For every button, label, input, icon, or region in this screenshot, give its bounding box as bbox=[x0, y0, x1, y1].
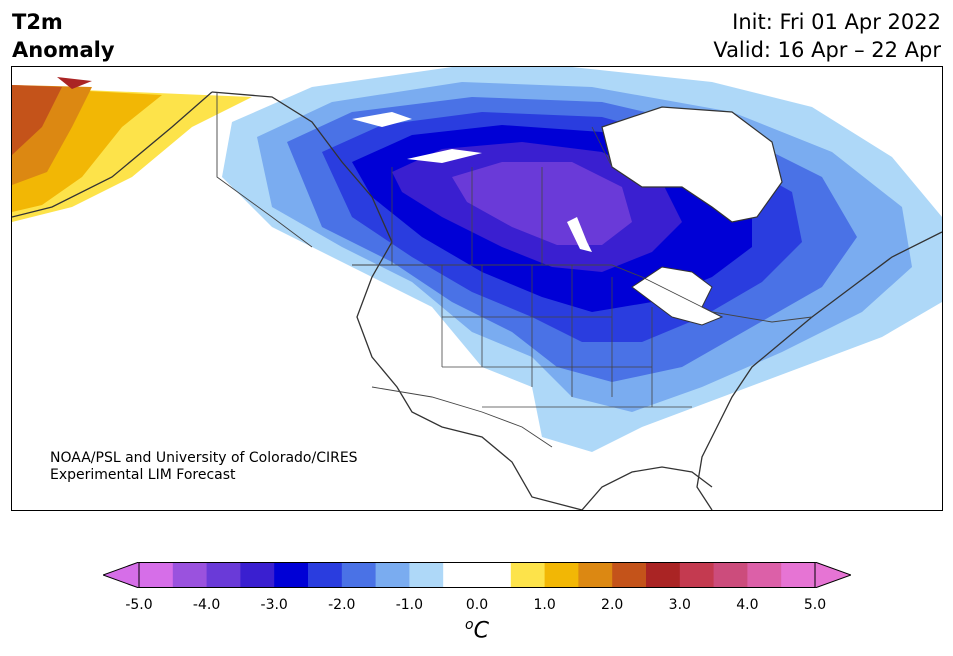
colorbar-bin bbox=[341, 562, 377, 588]
coastline-east bbox=[696, 231, 942, 510]
colorbar-bin bbox=[409, 562, 444, 588]
colorbar-tick-label: -5.0 bbox=[125, 597, 153, 613]
colorbar-tick-label: -3.0 bbox=[260, 597, 288, 613]
colorbar-bin bbox=[308, 562, 343, 588]
coastline-alaska bbox=[12, 91, 213, 218]
colorbar-tick-label: 0.0 bbox=[465, 597, 489, 613]
colorbar-tick-label: -4.0 bbox=[192, 597, 221, 613]
warm-anomaly-contour-4 bbox=[12, 85, 62, 155]
colorbar-bin bbox=[274, 562, 309, 588]
colorbar-bin bbox=[679, 562, 715, 588]
forecast-dates: Init: Fri 01 Apr 2022 Valid: 16 Apr – 22… bbox=[713, 8, 941, 64]
great-bear-lake bbox=[352, 112, 412, 127]
colorbar-bin bbox=[713, 562, 748, 588]
valid-range: Valid: 16 Apr – 22 Apr bbox=[713, 38, 941, 62]
hudson-bay bbox=[601, 106, 783, 223]
credit-line-1: NOAA/PSL and University of Colorado/CIRE… bbox=[50, 450, 358, 466]
province-borders bbox=[391, 126, 613, 265]
colorbar-bin bbox=[612, 562, 647, 588]
colorbar-tick-label: 5.0 bbox=[803, 597, 827, 613]
unit-superscript: o bbox=[465, 617, 474, 633]
great-slave-lake bbox=[407, 149, 482, 163]
colorbar-tick-label: -1.0 bbox=[395, 597, 424, 613]
colorbar-bin bbox=[578, 562, 613, 588]
colorbar bbox=[103, 562, 851, 588]
colorbar-bin bbox=[375, 562, 410, 588]
colorbar-tick-label: 2.0 bbox=[601, 597, 624, 613]
alaska-canada-border bbox=[216, 92, 313, 248]
colorbar-bin bbox=[510, 562, 546, 588]
title-line-field: Anomaly bbox=[12, 38, 115, 62]
state-borders bbox=[441, 265, 692, 408]
colorbar-tick-label: -2.0 bbox=[328, 597, 356, 613]
warm-anomaly-contour-5 bbox=[57, 77, 92, 89]
lake-winnipeg bbox=[567, 217, 592, 252]
credit-line-2: Experimental LIM Forecast bbox=[50, 467, 236, 483]
colorbar-bin bbox=[443, 562, 512, 588]
colorbar-bin bbox=[747, 562, 782, 588]
colorbar-under-arrow bbox=[103, 562, 140, 588]
anomaly-map bbox=[12, 67, 942, 510]
colorbar-tick-label: 4.0 bbox=[736, 597, 759, 613]
map-panel: NOAA/PSL and University of Colorado/CIRE… bbox=[11, 66, 943, 511]
colorbar-bin bbox=[172, 562, 208, 588]
colorbar-bin bbox=[646, 562, 681, 588]
colorbar-tick-label: 1.0 bbox=[533, 597, 556, 613]
coastline-west bbox=[211, 91, 583, 510]
colorbar-bin bbox=[206, 562, 241, 588]
colorbar-unit: oC bbox=[465, 617, 489, 643]
colorbar-bin bbox=[240, 562, 275, 588]
map-title: T2m Anomaly bbox=[12, 8, 115, 64]
data-credit: NOAA/PSL and University of Colorado/CIRE… bbox=[50, 450, 358, 484]
us-mexico-border bbox=[371, 386, 553, 448]
unit-base: C bbox=[473, 618, 489, 644]
coastline-gulf bbox=[581, 466, 713, 510]
colorbar-bin bbox=[139, 562, 174, 588]
colorbar-tick-label: 3.0 bbox=[668, 597, 691, 613]
colorbar-frame bbox=[138, 562, 816, 588]
colorbar-over-arrow bbox=[814, 562, 851, 588]
colorbar-bin bbox=[544, 562, 579, 588]
title-line-variable: T2m bbox=[12, 10, 63, 34]
canada-us-border bbox=[352, 264, 813, 323]
colorbar-bin bbox=[781, 562, 816, 588]
init-date: Init: Fri 01 Apr 2022 bbox=[732, 10, 941, 34]
